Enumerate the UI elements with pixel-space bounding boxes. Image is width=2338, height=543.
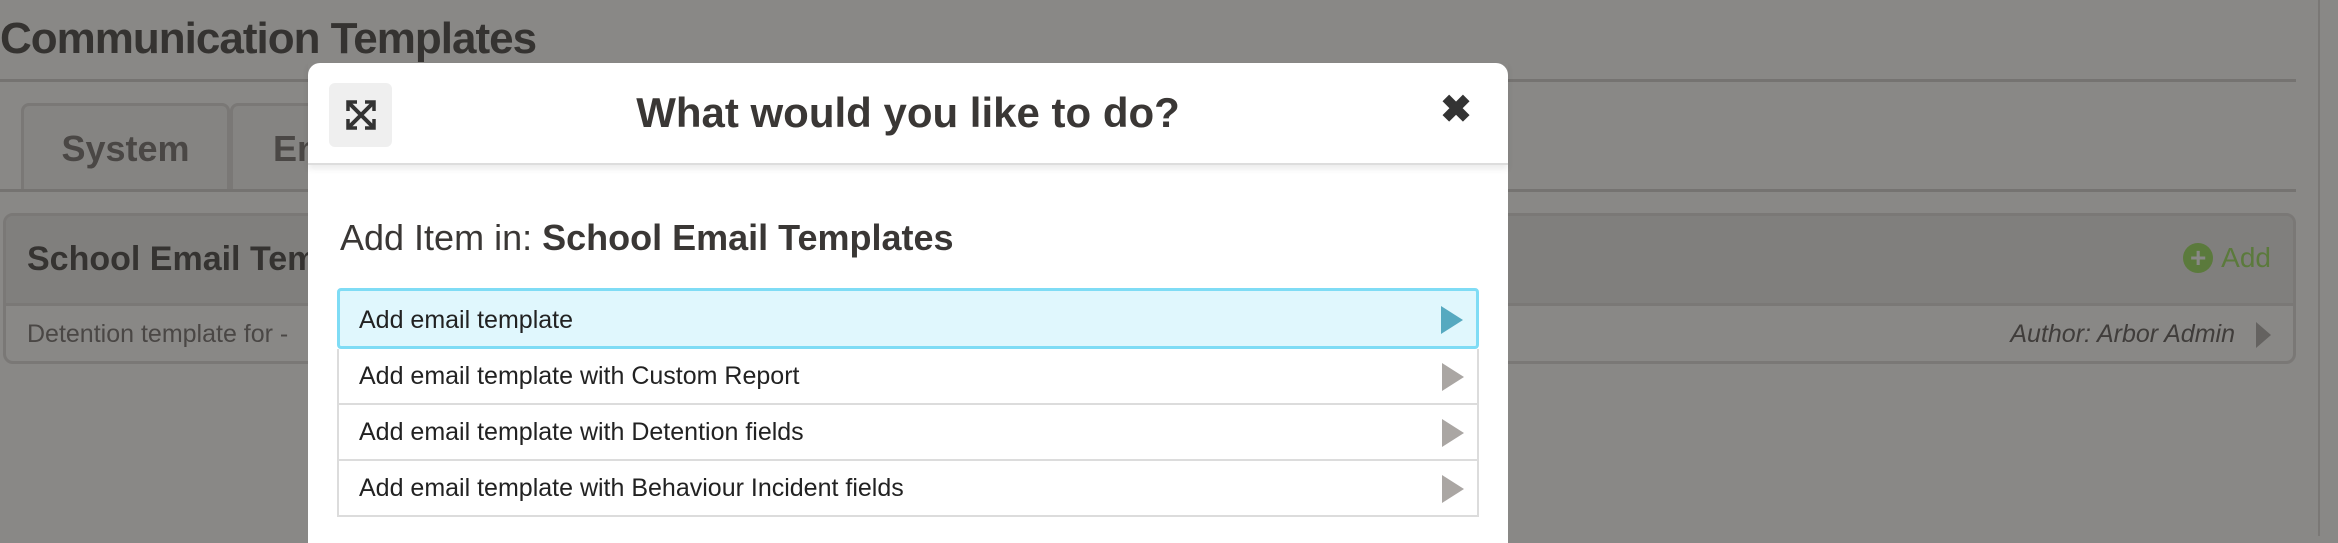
expand-button[interactable] xyxy=(329,83,392,147)
template-row[interactable]: Detention template for - Author: Arbor A… xyxy=(6,306,2293,361)
chevron-right-icon xyxy=(1442,419,1464,447)
template-author: Author: Arbor Admin xyxy=(2010,320,2235,348)
option-add-email-template[interactable]: Add email template xyxy=(337,288,1479,349)
page-title: Communication Templates xyxy=(0,14,537,63)
add-button[interactable]: + Add xyxy=(2183,242,2271,274)
close-icon[interactable]: ✖ xyxy=(1440,89,1472,131)
chevron-right-icon xyxy=(2256,322,2271,348)
panel-title: School Email Tem xyxy=(27,240,318,278)
option-add-email-template-behaviour[interactable]: Add email template with Behaviour Incide… xyxy=(337,461,1479,517)
option-list: Add email template Add email template wi… xyxy=(337,288,1479,517)
template-name: Detention template for - xyxy=(27,320,289,348)
chevron-right-icon xyxy=(1441,306,1463,334)
option-add-email-template-detention[interactable]: Add email template with Detention fields xyxy=(337,405,1479,461)
add-label: Add xyxy=(2221,242,2271,273)
option-label: Add email template with Detention fields xyxy=(359,418,804,446)
chevron-right-icon xyxy=(1442,363,1464,391)
option-label: Add email template xyxy=(359,306,574,334)
option-add-email-template-custom-report[interactable]: Add email template with Custom Report xyxy=(337,349,1479,405)
dialog-title: What would you like to do? xyxy=(636,89,1180,136)
tab-system[interactable]: System xyxy=(21,103,230,191)
option-label: Add email template with Behaviour Incide… xyxy=(359,474,904,502)
expand-icon xyxy=(345,100,376,130)
scrollbar-edge xyxy=(2318,0,2320,536)
subheading-prefix: Add Item in: xyxy=(340,217,543,258)
dialog-header: What would you like to do? ✖ xyxy=(308,63,1508,165)
action-dialog: What would you like to do? ✖ Add Item in… xyxy=(308,63,1508,543)
plus-circle-icon: + xyxy=(2183,243,2214,273)
subheading-target: School Email Templates xyxy=(542,217,954,258)
option-label: Add email template with Custom Report xyxy=(359,362,800,390)
chevron-right-icon xyxy=(1442,475,1464,503)
tab-label: System xyxy=(61,127,190,169)
dialog-subheading: Add Item in: School Email Templates xyxy=(340,217,954,259)
